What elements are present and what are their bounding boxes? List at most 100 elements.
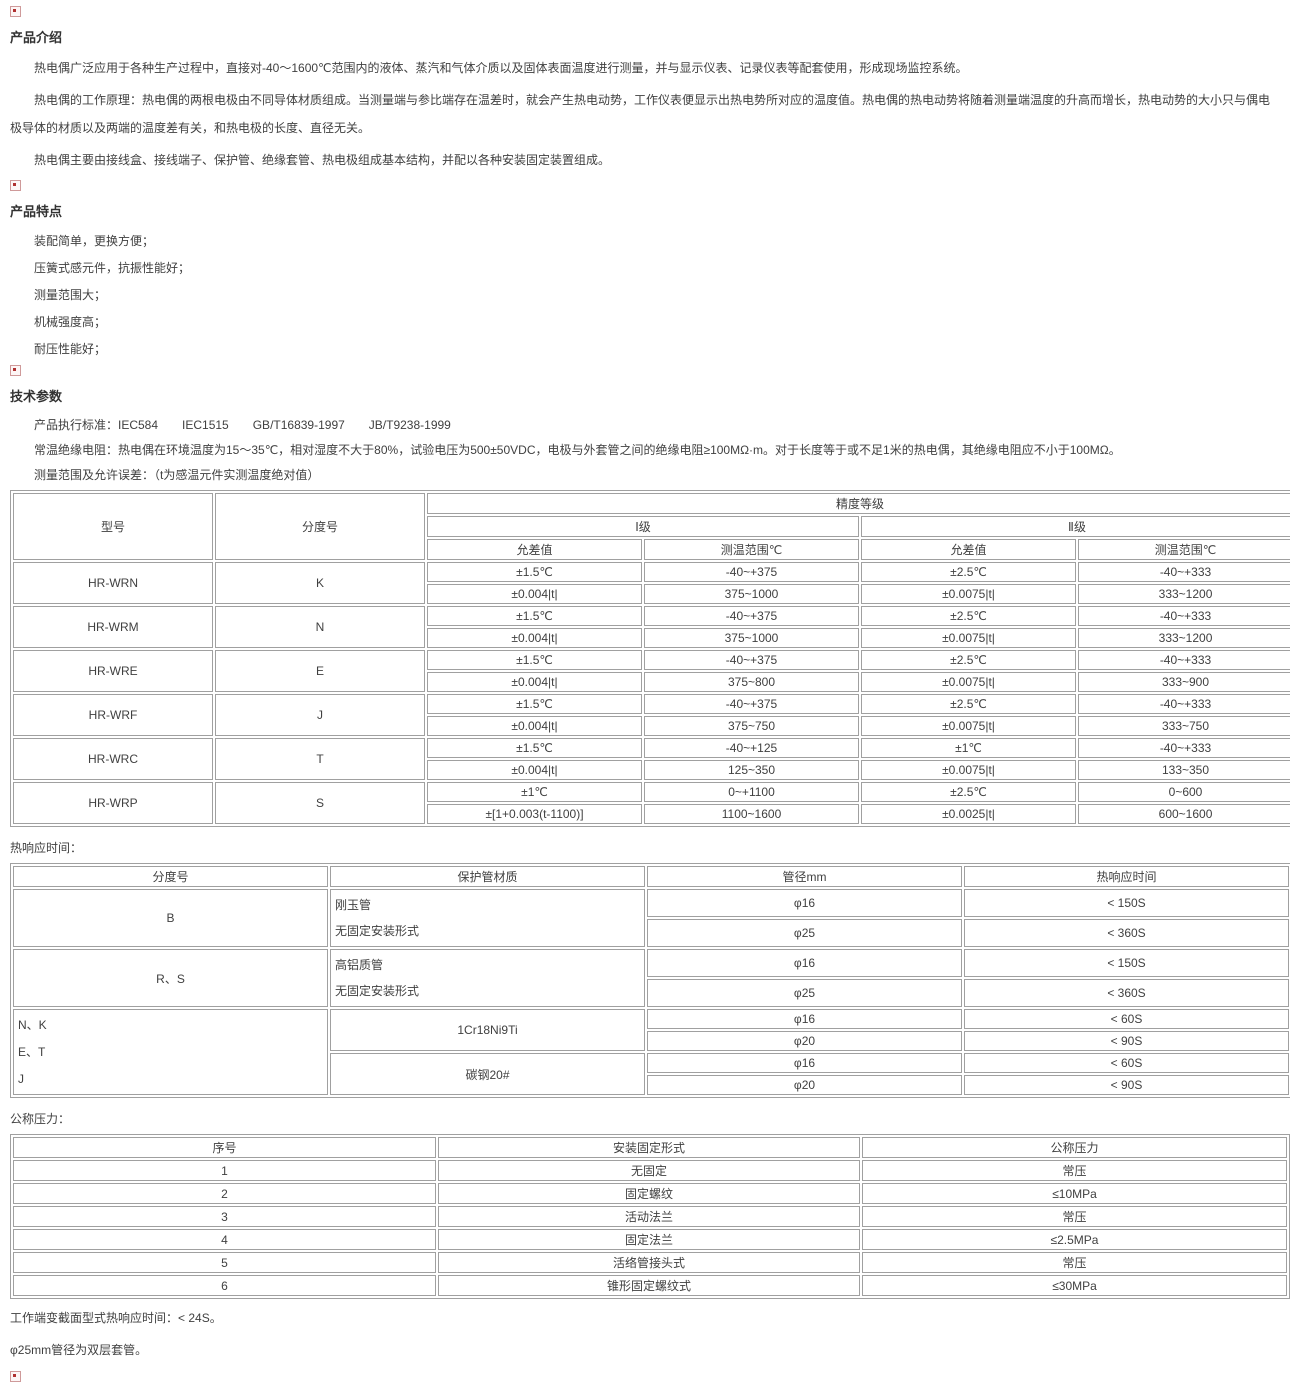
material-line: 刚玉管 [335,898,372,912]
cell-graduation: K [215,562,425,604]
cell-range: 600~1600 [1078,804,1290,824]
cell-range: -40~+333 [1078,562,1290,582]
cell-tolerance: ±0.0075|t| [861,628,1076,648]
cell-diameter: φ16 [647,1053,962,1073]
cell-range: 333~1200 [1078,584,1290,604]
table-row: HR-WRN K ±1.5℃ -40~+375 ±2.5℃ -40~+333 [13,562,1290,604]
section-heading-intro: 产品介绍 [10,30,63,45]
col-header-index: 序号 [13,1137,436,1158]
col-header-model: 型号 [13,493,213,560]
intro-paragraph: 热电偶广泛应用于各种生产过程中，直接对-40～1600℃范围内的液体、蒸汽和气体… [34,61,968,75]
cell-tolerance: ±0.0075|t| [861,716,1076,736]
cell-range: 333~750 [1078,716,1290,736]
table-row: HR-WRF J ±1.5℃ -40~+375 ±2.5℃ -40~+333 [13,694,1290,736]
intro-paragraph: 热电偶主要由接线盒、接线端子、保护管、绝缘套管、热电极组成基本结构，并配以各种安… [34,153,611,167]
cell-time: < 90S [964,1075,1289,1095]
table-row: ±0.004|t| 375~1000 ±0.0075|t| 333~1200 [13,584,1290,604]
table-row: φ25 < 360S [13,979,1289,1007]
table-row: 4 固定法兰 ≤2.5MPa [13,1229,1287,1250]
cell-index: 5 [13,1252,436,1273]
cell-range: 375~800 [644,672,859,692]
cell-tolerance: ±0.0075|t| [861,584,1076,604]
table-row: B 刚玉管 无固定安装形式 φ16 < 150S [13,889,1289,947]
cell-tolerance: ±0.0075|t| [861,760,1076,780]
table-row: ±[1+0.003(t-1100)] 1100~1600 ±0.0025|t| … [13,804,1290,824]
response-time-table: 分度号 保护管材质 管径mm 热响应时间 B 刚玉管 无固定安装形式 φ16 <… [10,863,1290,1098]
broken-image-icon [10,365,21,376]
cell-tolerance: ±0.004|t| [427,760,642,780]
cell-graduation: J [215,694,425,736]
cell-material: 碳钢20# [330,1053,645,1095]
col-header-protection-tube-material: 保护管材质 [330,866,645,887]
cell-mounting-form: 无固定 [438,1160,860,1181]
table-row: ±0.004|t| 375~750 ±0.0075|t| 333~750 [13,716,1290,736]
tech-standards-line: 产品执行标准：IEC584 IEC1515 GB/T16839-1997 JB/… [34,418,451,432]
cell-tolerance: ±2.5℃ [861,782,1076,802]
intro-paragraph: 热电偶的工作原理：热电偶的两根电极由不同导体材质组成。当测量端与参比端存在温差时… [10,93,1271,135]
graduation-line: J [18,1071,24,1086]
material-line: 高铝质管 [335,958,384,972]
col-header-nominal-pressure: 公称压力 [862,1137,1287,1158]
table-row: 碳钢20# φ16 < 60S [13,1053,1289,1095]
table-row: Ⅰ级 Ⅱ级 [13,516,1290,537]
col-header-class1: Ⅰ级 [427,516,859,537]
cell-tolerance: ±1.5℃ [427,606,642,626]
feature-item: 机械强度高； [34,315,107,329]
cell-tolerance: ±2.5℃ [861,650,1076,670]
cell-model: HR-WRN [13,562,213,604]
cell-pressure: 常压 [862,1252,1287,1273]
cell-diameter: φ20 [647,1075,962,1095]
cell-range: 1100~1600 [644,804,859,824]
cell-material: 刚玉管 无固定安装形式 [330,889,645,947]
col-header-range: 测温范围℃ [1078,539,1290,560]
table-row: HR-WRM N ±1.5℃ -40~+375 ±2.5℃ -40~+333 [13,606,1290,648]
cell-graduation: E [215,650,425,692]
cell-range: -40~+375 [644,606,859,626]
cell-tolerance: ±1℃ [861,738,1076,758]
cell-tolerance: ±1.5℃ [427,694,642,714]
cell-pressure: ≤30MPa [862,1275,1287,1296]
cell-time: < 360S [964,919,1289,947]
cell-graduation: N [215,606,425,648]
accuracy-table: 型号 分度号 精度等级 Ⅰ级 Ⅱ级 允差值 测温范围℃ 允差值 测温范围℃ HR… [10,490,1290,827]
col-header-tube-diameter: 管径mm [647,866,962,887]
table-row: φ20 < 90S [13,1031,1289,1051]
cell-range: 375~750 [644,716,859,736]
cell-model: HR-WRE [13,650,213,692]
cell-index: 6 [13,1275,436,1296]
cell-time: < 60S [964,1009,1289,1029]
cell-range: 0~+1100 [644,782,859,802]
cell-range: -40~+333 [1078,694,1290,714]
cell-tolerance: ±1.5℃ [427,562,642,582]
cell-diameter: φ20 [647,1031,962,1051]
tech-range-line: 测量范围及允许误差：（t为感温元件实测温度绝对值） [34,468,320,482]
cell-mounting-form: 固定螺纹 [438,1183,860,1204]
col-header-accuracy-class: 精度等级 [427,493,1290,514]
cell-mounting-form: 活络管接头式 [438,1252,860,1273]
cell-diameter: φ25 [647,979,962,1007]
cell-time: < 150S [964,949,1289,977]
table-row: 1 无固定 常压 [13,1160,1287,1181]
broken-image-icon [10,6,21,17]
footer-note: 工作端变截面型式热响应时间：< 24S。 [10,1311,222,1325]
table-row: HR-WRE E ±1.5℃ -40~+375 ±2.5℃ -40~+333 [13,650,1290,692]
cell-material: 高铝质管 无固定安装形式 [330,949,645,1007]
material-line: 无固定安装形式 [335,984,420,998]
pressure-table-label: 公称压力： [10,1112,71,1126]
cell-mounting-form: 锥形固定螺纹式 [438,1275,860,1296]
table-row: ±0.004|t| 125~350 ±0.0075|t| 133~350 [13,760,1290,780]
table-row: ±0.004|t| 375~1000 ±0.0075|t| 333~1200 [13,628,1290,648]
cell-graduation: S [215,782,425,824]
cell-mounting-form: 固定法兰 [438,1229,860,1250]
cell-range: -40~+375 [644,650,859,670]
col-header-response-time: 热响应时间 [964,866,1289,887]
response-table-label: 热响应时间： [10,841,83,855]
cell-diameter: φ16 [647,889,962,917]
cell-tolerance: ±1.5℃ [427,650,642,670]
cell-tolerance: ±1.5℃ [427,738,642,758]
table-row: 3 活动法兰 常压 [13,1206,1287,1227]
cell-tolerance: ±0.004|t| [427,716,642,736]
cell-material: 1Cr18Ni9Ti [330,1009,645,1051]
cell-tolerance: ±0.004|t| [427,672,642,692]
cell-pressure: ≤2.5MPa [862,1229,1287,1250]
